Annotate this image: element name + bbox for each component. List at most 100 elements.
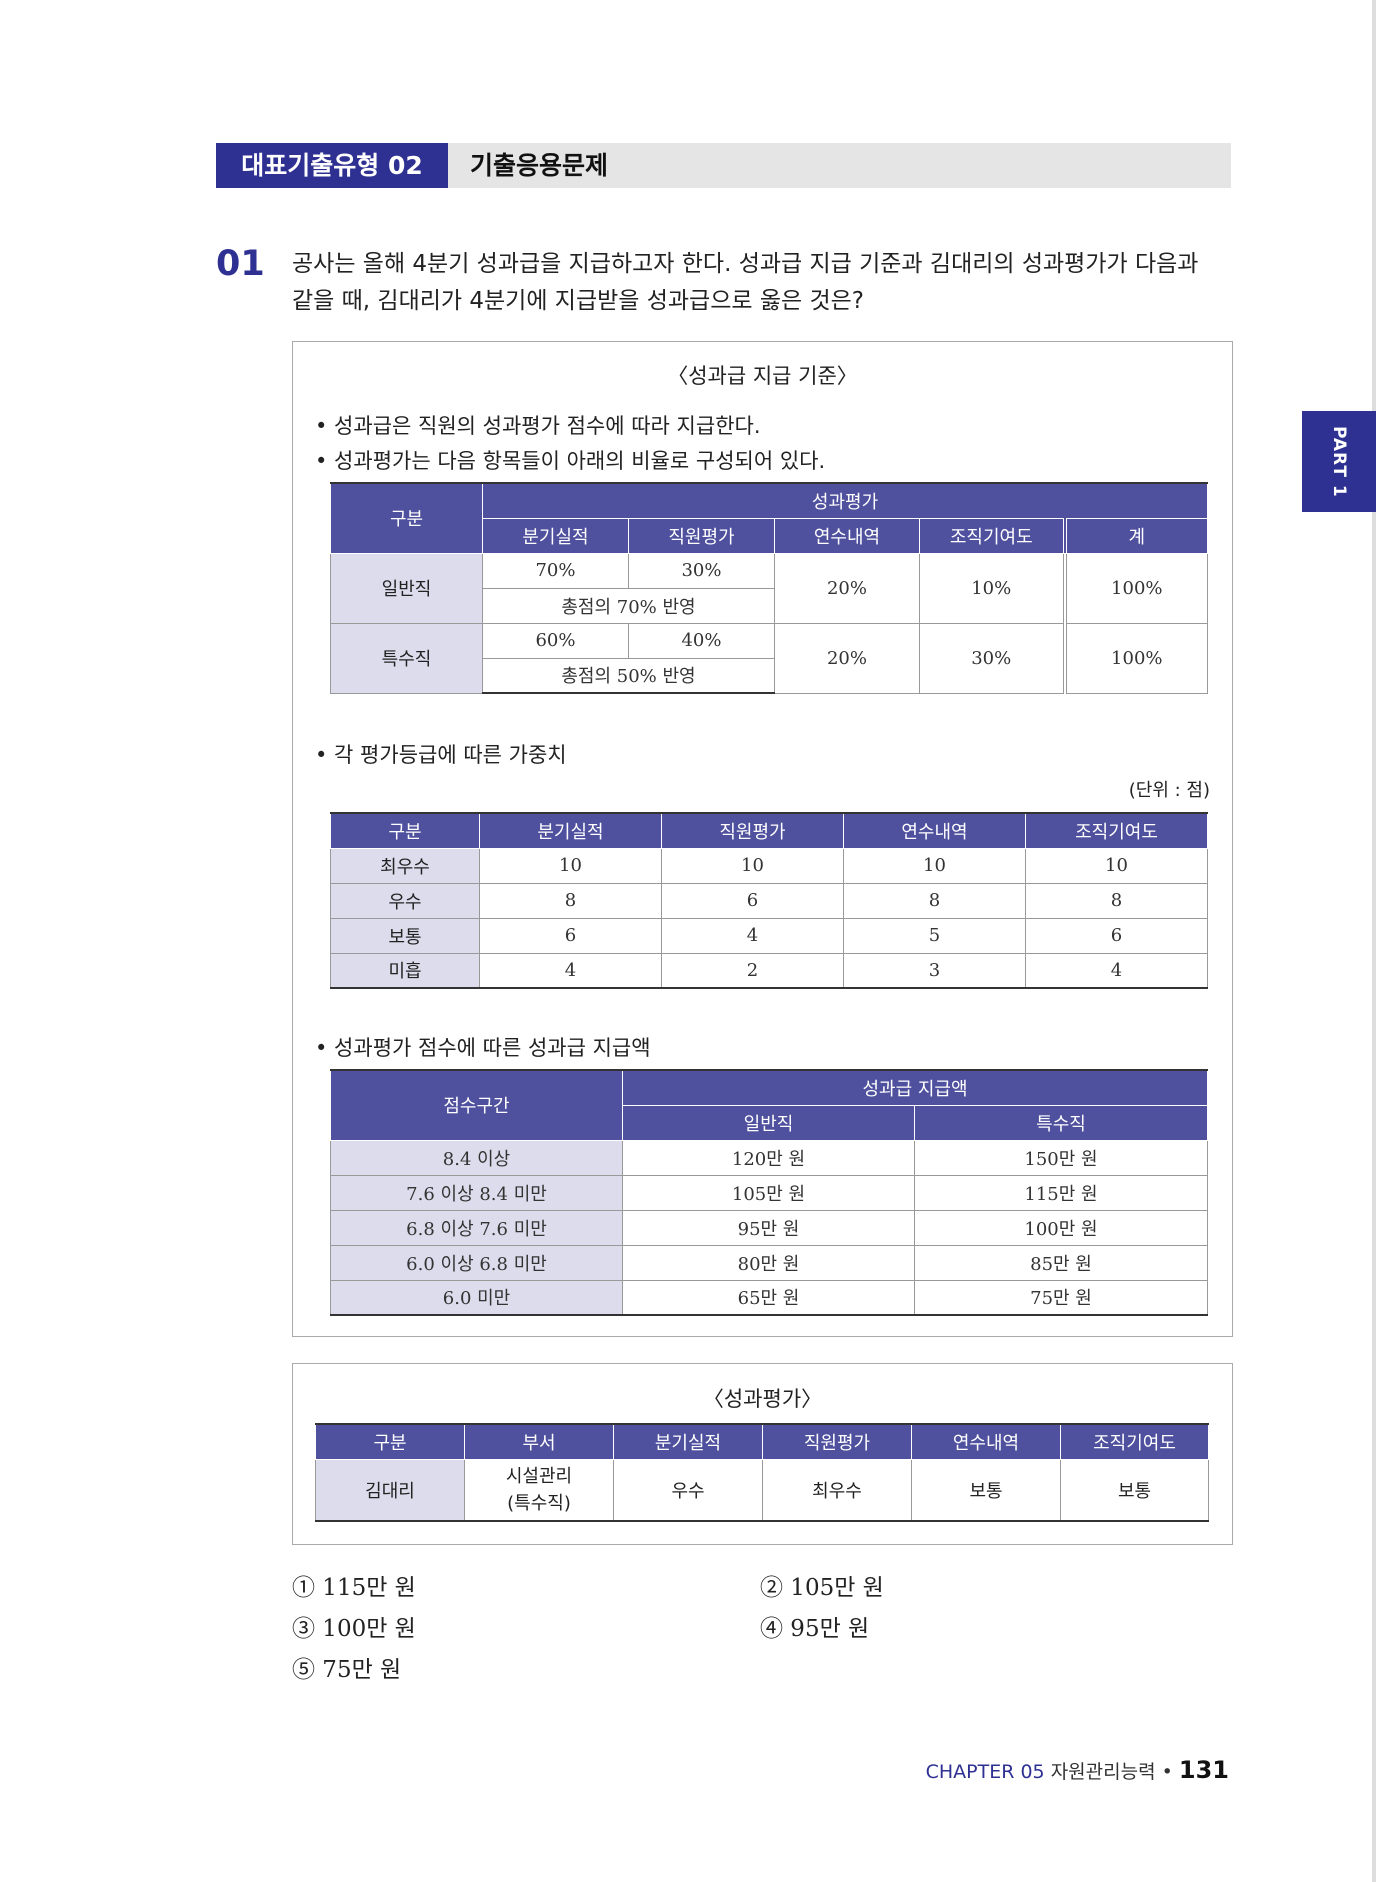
weight-cell: 10 (843, 847, 1026, 884)
eval-header: 직원평가 (762, 1423, 912, 1460)
pay-header-special: 특수직 (914, 1104, 1208, 1141)
banner-category: 대표기출유형 02 (216, 143, 448, 188)
weight-grade: 우수 (330, 882, 480, 919)
weight-cell: 8 (479, 882, 662, 919)
pay-special: 115만 원 (914, 1174, 1208, 1211)
pay-special: 100만 원 (914, 1209, 1208, 1246)
eval-name: 김대리 (315, 1458, 465, 1522)
question-line-2: 같을 때, 김대리가 4분기에 지급받을 성과급으로 옳은 것은? (292, 288, 865, 314)
ratio-header-eval: 성과평가 (481, 482, 1209, 519)
weight-cell: 10 (1025, 847, 1208, 884)
pay-range: 6.8 이상 7.6 미만 (330, 1209, 623, 1246)
weight-cell: 3 (843, 952, 1026, 989)
weight-cell: 4 (1025, 952, 1208, 989)
weight-cell: 6 (479, 917, 662, 954)
page-edge (1372, 0, 1376, 1882)
ratio-header-training: 연수내역 (774, 517, 920, 554)
weight-grade: 보통 (330, 917, 480, 954)
pay-header-general: 일반직 (622, 1104, 915, 1141)
pay-range: 6.0 이상 6.8 미만 (330, 1244, 623, 1281)
answer-option-5[interactable]: ⑤ 75만 원 (292, 1657, 402, 1683)
eval-table: 구분 부서 분기실적 직원평가 연수내역 조직기여도 김대리 시설관리 (특수직… (315, 1423, 1209, 1522)
footer-chapter: CHAPTER 05 (925, 1761, 1045, 1783)
footer-subject: 자원관리능력 (1050, 1761, 1156, 1783)
pay-range: 7.6 이상 8.4 미만 (330, 1174, 623, 1211)
answer-option-4[interactable]: ④ 95만 원 (760, 1616, 870, 1642)
ratio-total: 100% (1062, 552, 1209, 624)
weight-header: 직원평가 (661, 812, 844, 849)
page-footer: CHAPTER 05 자원관리능력 • 131 (926, 1756, 1229, 1784)
weight-grade: 미흡 (330, 952, 480, 989)
eval-row: 김대리 시설관리 (특수직) 우수 최우수 보통 보통 (315, 1458, 1209, 1522)
criteria-bullet-1: • 성과급은 직원의 성과평가 점수에 따라 지급한다. (315, 414, 761, 438)
eval-header: 분기실적 (613, 1423, 763, 1460)
weight-cell: 2 (661, 952, 844, 989)
eval-header: 구분 (315, 1423, 465, 1460)
answer-option-3[interactable]: ③ 100만 원 (292, 1616, 416, 1642)
question-line-1: 공사는 올해 4분기 성과급을 지급하고자 한다. 성과급 지급 기준과 김대리… (292, 251, 1199, 277)
criteria-bullet-3: • 각 평가등급에 따른 가중치 (315, 743, 567, 767)
ratio-label: 일반직 (330, 552, 483, 624)
pay-special: 150만 원 (914, 1139, 1208, 1176)
footer-separator: • (1161, 1761, 1173, 1783)
ratio-header-total: 계 (1062, 517, 1209, 554)
answer-option-1[interactable]: ① 115만 원 (292, 1575, 416, 1601)
part-tab-label: PART 1 (1329, 425, 1349, 498)
weight-cell: 4 (479, 952, 662, 989)
question-number: 01 (216, 244, 265, 284)
ratio-quarter: 60% (482, 622, 629, 659)
weight-grade: 최우수 (330, 847, 480, 884)
weight-header: 조직기여도 (1025, 812, 1208, 849)
weight-header: 분기실적 (479, 812, 662, 849)
pay-row: 7.6 이상 8.4 미만 105만 원 115만 원 (330, 1174, 1208, 1211)
pay-range: 6.0 미만 (330, 1279, 623, 1316)
ratio-header-category: 구분 (330, 482, 483, 554)
ratio-staff: 40% (628, 622, 775, 659)
weight-cell: 10 (661, 847, 844, 884)
pay-special: 85만 원 (914, 1244, 1208, 1281)
pay-row: 6.0 미만 65만 원 75만 원 (330, 1279, 1208, 1316)
weight-row: 최우수 10 10 10 10 (330, 847, 1208, 884)
pay-header-pay: 성과급 지급액 (622, 1069, 1208, 1106)
criteria-title: 〈성과급 지급 기준〉 (667, 364, 858, 388)
ratio-header-contrib: 조직기여도 (919, 517, 1065, 554)
weight-cell: 4 (661, 917, 844, 954)
pay-general: 105만 원 (622, 1174, 915, 1211)
weight-header: 구분 (330, 812, 480, 849)
banner-title: 기출응용문제 (470, 151, 609, 180)
criteria-bullet-2: • 성과평가는 다음 항목들이 아래의 비율로 구성되어 있다. (315, 449, 826, 473)
criteria-bullet-4: • 성과평가 점수에 따른 성과급 지급액 (315, 1036, 651, 1060)
eval-training: 보통 (911, 1458, 1061, 1522)
eval-quarter: 우수 (613, 1458, 763, 1522)
page-number: 131 (1178, 1756, 1229, 1784)
weight-row: 보통 6 4 5 6 (330, 917, 1208, 954)
weight-cell: 5 (843, 917, 1026, 954)
unit-label: (단위 : 점) (1128, 780, 1210, 801)
eval-contrib: 보통 (1060, 1458, 1209, 1522)
ratio-reflect: 총점의 70% 반영 (482, 587, 775, 624)
pay-general: 65만 원 (622, 1279, 915, 1316)
pay-general: 120만 원 (622, 1139, 915, 1176)
eval-header: 연수내역 (911, 1423, 1061, 1460)
ratio-quarter: 70% (482, 552, 629, 589)
pay-special: 75만 원 (914, 1279, 1208, 1316)
pay-range: 8.4 이상 (330, 1139, 623, 1176)
ratio-contrib: 30% (919, 622, 1065, 694)
eval-dept: 시설관리 (특수직) (464, 1458, 614, 1522)
criteria-box: 〈성과급 지급 기준〉 • 성과급은 직원의 성과평가 점수에 따라 지급한다.… (292, 341, 1233, 1337)
ratio-row-special: 특수직 60% 40% 20% 30% 100% (330, 622, 1209, 694)
section-banner: 대표기출유형 02 기출응용문제 (216, 143, 1231, 188)
eval-dept-line-2: (특수직) (507, 1492, 571, 1514)
eval-header: 부서 (464, 1423, 614, 1460)
weight-cell: 8 (1025, 882, 1208, 919)
ratio-header-quarter: 분기실적 (482, 517, 629, 554)
weight-row: 미흡 4 2 3 4 (330, 952, 1208, 989)
ratio-contrib: 10% (919, 552, 1065, 624)
pay-general: 80만 원 (622, 1244, 915, 1281)
answer-option-2[interactable]: ② 105만 원 (760, 1575, 884, 1601)
weight-header: 연수내역 (843, 812, 1026, 849)
weight-cell: 10 (479, 847, 662, 884)
ratio-training: 20% (774, 622, 920, 694)
pay-row: 6.0 이상 6.8 미만 80만 원 85만 원 (330, 1244, 1208, 1281)
weight-cell: 6 (1025, 917, 1208, 954)
